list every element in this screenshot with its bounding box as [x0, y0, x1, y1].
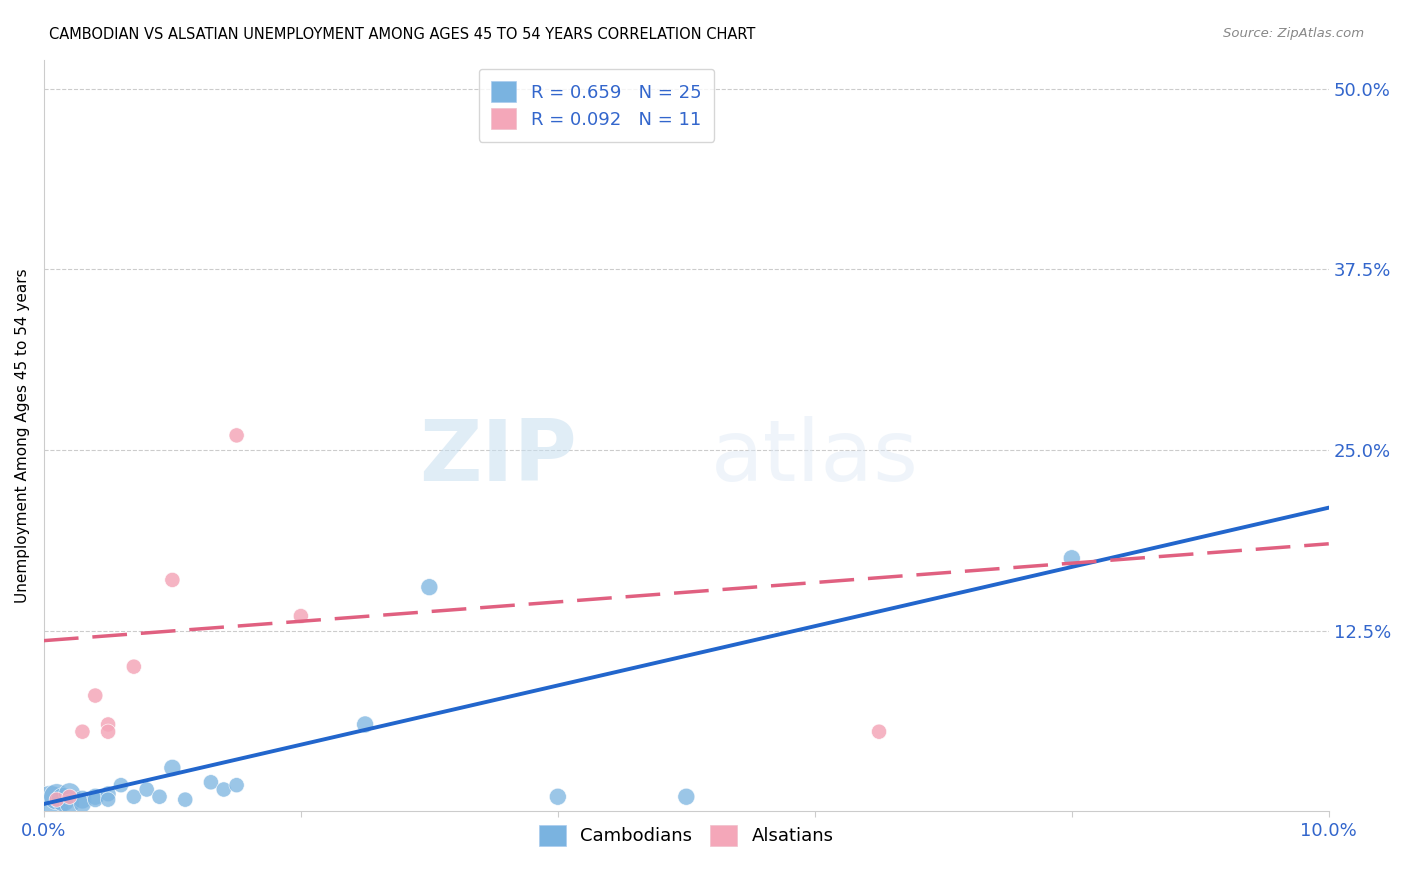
Point: [225, 778, 247, 792]
Text: ZIP: ZIP: [419, 417, 576, 500]
Point: [675, 789, 697, 804]
Point: [58, 797, 80, 811]
Point: [72, 724, 94, 739]
Point: [97, 724, 120, 739]
Point: [97, 787, 120, 801]
Point: [122, 789, 145, 804]
Point: [45, 789, 67, 804]
Point: [45, 792, 67, 806]
Point: [418, 580, 440, 594]
Text: atlas: atlas: [711, 417, 918, 500]
Text: Source: ZipAtlas.com: Source: ZipAtlas.com: [1223, 27, 1364, 40]
Point: [72, 792, 94, 806]
Point: [110, 778, 132, 792]
Point: [225, 428, 247, 442]
Point: [174, 792, 197, 806]
Text: CAMBODIAN VS ALSATIAN UNEMPLOYMENT AMONG AGES 45 TO 54 YEARS CORRELATION CHART: CAMBODIAN VS ALSATIAN UNEMPLOYMENT AMONG…: [49, 27, 755, 42]
Point: [58, 789, 80, 804]
Point: [162, 761, 184, 775]
Point: [84, 689, 107, 703]
Point: [84, 792, 107, 806]
Point: [52, 792, 75, 806]
Point: [72, 797, 94, 811]
Point: [200, 775, 222, 789]
Point: [58, 787, 80, 801]
Point: [97, 792, 120, 806]
Point: [97, 717, 120, 731]
Point: [122, 659, 145, 673]
Point: [135, 782, 157, 797]
Point: [39, 797, 62, 811]
Point: [547, 789, 569, 804]
Point: [290, 609, 312, 624]
Point: [1060, 551, 1083, 566]
Point: [148, 789, 170, 804]
Point: [354, 717, 377, 731]
Point: [212, 782, 235, 797]
Point: [868, 724, 890, 739]
Legend: Cambodians, Alsatians: Cambodians, Alsatians: [530, 816, 844, 855]
Point: [84, 789, 107, 804]
Y-axis label: Unemployment Among Ages 45 to 54 years: Unemployment Among Ages 45 to 54 years: [15, 268, 30, 603]
Point: [162, 573, 184, 587]
